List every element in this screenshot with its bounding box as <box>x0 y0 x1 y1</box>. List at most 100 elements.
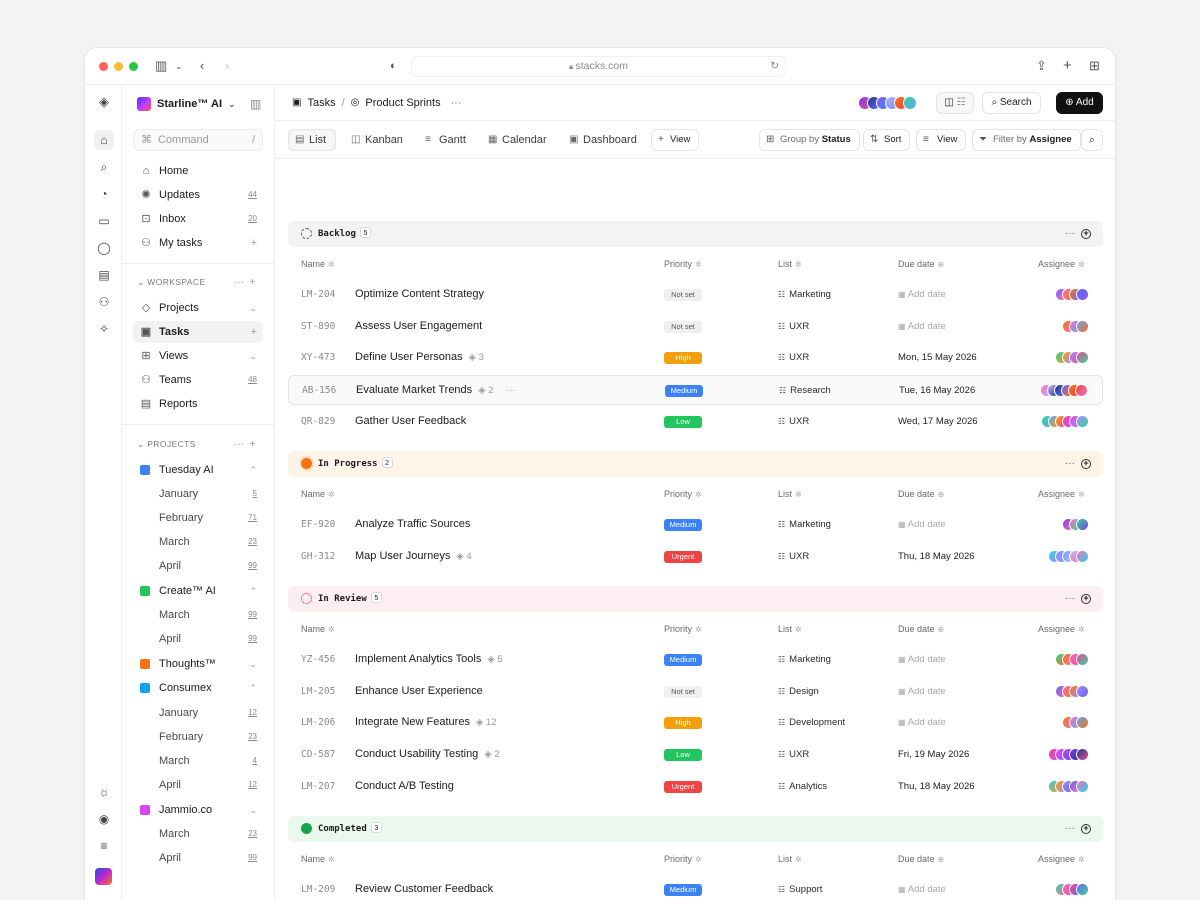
nav-item-updates[interactable]: ✺ Updates 44 <box>133 184 263 206</box>
task-name[interactable]: Define User Personas ◈ 3 <box>355 351 484 363</box>
project-sub-item[interactable]: March 99 <box>159 604 263 626</box>
nav-item-inbox[interactable]: ⊡ Inbox 20 <box>133 208 263 230</box>
task-row[interactable]: LM-207 Conduct A/B Testing Urgent ☷ Analytic… <box>288 772 1103 802</box>
assignee-avatars[interactable] <box>1041 414 1089 429</box>
assignee-avatars[interactable] <box>1055 653 1089 667</box>
task-list-cell[interactable]: ☷ Development <box>778 717 845 728</box>
breadcrumb-current[interactable]: Product Sprints <box>365 97 441 109</box>
column-header-assignee[interactable]: Assignee ✲ <box>1038 624 1085 634</box>
address-bar[interactable]: 🔒︎ stacks.com ↻ <box>411 56 786 77</box>
chevron-up-icon[interactable]: ⌃ <box>249 465 257 475</box>
task-name[interactable]: Implement Analytics Tools ◈ 5 <box>355 653 503 665</box>
close-window-button[interactable] <box>99 62 108 71</box>
user-avatar[interactable] <box>95 868 112 885</box>
add-icon[interactable]: + <box>250 326 257 338</box>
nav-item-my-tasks[interactable]: ⚇ My tasks + <box>133 232 263 254</box>
task-list-cell[interactable]: ☷ UXR <box>778 749 809 760</box>
task-row[interactable]: QR-829 Gather User Feedback Low ☷ UXR Wed, 17… <box>288 407 1103 437</box>
priority-badge[interactable]: Not set <box>664 685 702 698</box>
command-input[interactable]: ⌘ Command / <box>133 129 263 151</box>
column-header-name[interactable]: Name ✲ <box>301 854 335 864</box>
new-tab-icon[interactable]: + <box>1063 57 1072 74</box>
task-name[interactable]: Evaluate Market Trends ◈ 2 ··· <box>356 384 516 396</box>
due-date[interactable]: ▦ Add date <box>898 654 946 665</box>
workspace-switcher[interactable]: Starline™ AI ⌄ <box>137 96 236 112</box>
sun-icon[interactable]: ☼ <box>98 785 110 799</box>
nav-item-teams[interactable]: ⚇ Teams 48 <box>133 369 263 391</box>
project-sub-item[interactable]: February 23 <box>159 726 263 748</box>
column-header-priority[interactable]: Priority ✲ <box>664 489 702 499</box>
more-icon[interactable]: ··· <box>1065 593 1075 604</box>
group-header[interactable]: Completed 3 ··· + <box>288 816 1103 842</box>
task-name[interactable]: Map User Journeys ◈ 4 <box>355 550 472 562</box>
task-row[interactable]: LM-206 Integrate New Features ◈ 12 High ☷ Dev… <box>288 708 1103 738</box>
task-row[interactable]: AB-156 Evaluate Market Trends ◈ 2 ··· Mediu… <box>288 375 1103 406</box>
add-task-icon[interactable]: + <box>1081 229 1091 239</box>
priority-badge[interactable]: Low <box>664 749 702 762</box>
layout-toggle[interactable]: ◫ ☷ <box>936 92 974 114</box>
task-row[interactable]: LM-204 Optimize Content Strategy Not set ☷ M… <box>288 280 1103 310</box>
tab-dashboard[interactable]: ▣ Dashboard <box>563 129 637 151</box>
assignee-avatars[interactable] <box>1048 549 1089 564</box>
task-row[interactable]: XY-473 Define User Personas ◈ 3 High ☷ UXR Mon… <box>288 343 1103 373</box>
priority-badge[interactable]: Medium <box>664 884 702 896</box>
project-sub-item[interactable]: April 99 <box>159 555 263 577</box>
column-header-name[interactable]: Name ✲ <box>301 489 335 499</box>
task-list-cell[interactable]: ☷ Design <box>778 686 819 697</box>
search-button[interactable]: ⌕ Search <box>982 92 1041 114</box>
group-header[interactable]: In Progress 2 ··· + <box>288 451 1103 477</box>
chevron-down-icon[interactable]: ⌄ <box>249 351 257 361</box>
task-list-cell[interactable]: ☷ Analytics <box>778 781 827 792</box>
column-header-assignee[interactable]: Assignee ✲ <box>1038 489 1085 499</box>
group-header[interactable]: Backlog 5 ··· + <box>288 221 1103 247</box>
tab-gantt[interactable]: ≡ Gantt <box>419 129 466 151</box>
due-date[interactable]: Wed, 17 May 2026 <box>898 416 978 427</box>
task-list-cell[interactable]: ☷ Support <box>778 884 822 895</box>
more-icon[interactable]: ··· <box>1065 458 1075 469</box>
group-header[interactable]: In Review 5 ··· + <box>288 586 1103 612</box>
search-tasks-button[interactable]: ⌕ <box>1081 129 1103 151</box>
due-date[interactable]: ▦ Add date <box>898 884 946 895</box>
assignee-avatars[interactable] <box>1062 716 1089 730</box>
bell-icon[interactable]: ◔ <box>100 187 108 201</box>
shield-icon[interactable]: ◐ <box>390 60 397 72</box>
column-header-due[interactable]: Due date ⊕ <box>898 624 944 634</box>
column-header-due[interactable]: Due date ⊕ <box>898 259 944 269</box>
task-name[interactable]: Gather User Feedback <box>355 415 466 427</box>
list-view-icon[interactable]: ☷ <box>956 97 966 108</box>
task-row[interactable]: CD-587 Conduct Usability Testing ◈ 2 Low ☷ UX… <box>288 740 1103 770</box>
priority-badge[interactable]: Low <box>664 415 702 428</box>
project-sub-item[interactable]: January 12 <box>159 702 263 724</box>
back-icon[interactable]: ‹ <box>200 58 205 73</box>
task-list-cell[interactable]: ☷ Marketing <box>778 519 831 530</box>
task-list-cell[interactable]: ☷ UXR <box>778 321 809 332</box>
task-name[interactable]: Optimize Content Strategy <box>355 288 484 300</box>
add-button[interactable]: ⊕ Add <box>1056 92 1103 114</box>
due-date[interactable]: Fri, 19 May 2026 <box>898 749 969 760</box>
column-header-assignee[interactable]: Assignee ✲ <box>1038 259 1085 269</box>
column-header-name[interactable]: Name ✲ <box>301 259 335 269</box>
add-task-icon[interactable]: + <box>1081 594 1091 604</box>
tab-list[interactable]: ▤ List <box>288 129 337 151</box>
assignee-avatars[interactable] <box>1055 883 1089 897</box>
project-consumex[interactable]: Consumex ⌃ <box>133 677 263 699</box>
column-header-priority[interactable]: Priority ✲ <box>664 624 702 634</box>
assignee-avatars[interactable] <box>1062 518 1089 532</box>
task-name[interactable]: Enhance User Experience <box>355 685 483 697</box>
assignee-avatars[interactable] <box>1040 384 1088 398</box>
column-header-list[interactable]: List ✲ <box>778 259 802 269</box>
due-date[interactable]: Thu, 18 May 2026 <box>898 781 975 792</box>
task-row[interactable]: YZ-456 Implement Analytics Tools ◈ 5 Medium… <box>288 645 1103 675</box>
due-date[interactable]: Mon, 15 May 2026 <box>898 352 977 363</box>
task-name[interactable]: Analyze Traffic Sources <box>355 518 470 530</box>
section-actions[interactable]: ··· + <box>234 277 256 288</box>
column-header-assignee[interactable]: Assignee ✲ <box>1038 854 1085 864</box>
priority-badge[interactable]: Urgent <box>664 780 702 793</box>
task-list-cell[interactable]: ☷ UXR <box>778 551 809 562</box>
task-row[interactable]: GH-312 Map User Journeys ◈ 4 Urgent ☷ UXR Thu,… <box>288 542 1103 572</box>
task-list-cell[interactable]: ☷ UXR <box>778 416 809 427</box>
add-task-icon[interactable]: + <box>1081 459 1091 469</box>
share-icon[interactable]: ⇪ <box>1036 58 1047 73</box>
project-tuesday-ai[interactable]: Tuesday AI ⌃ <box>133 459 263 481</box>
zoom-window-button[interactable] <box>129 62 138 71</box>
